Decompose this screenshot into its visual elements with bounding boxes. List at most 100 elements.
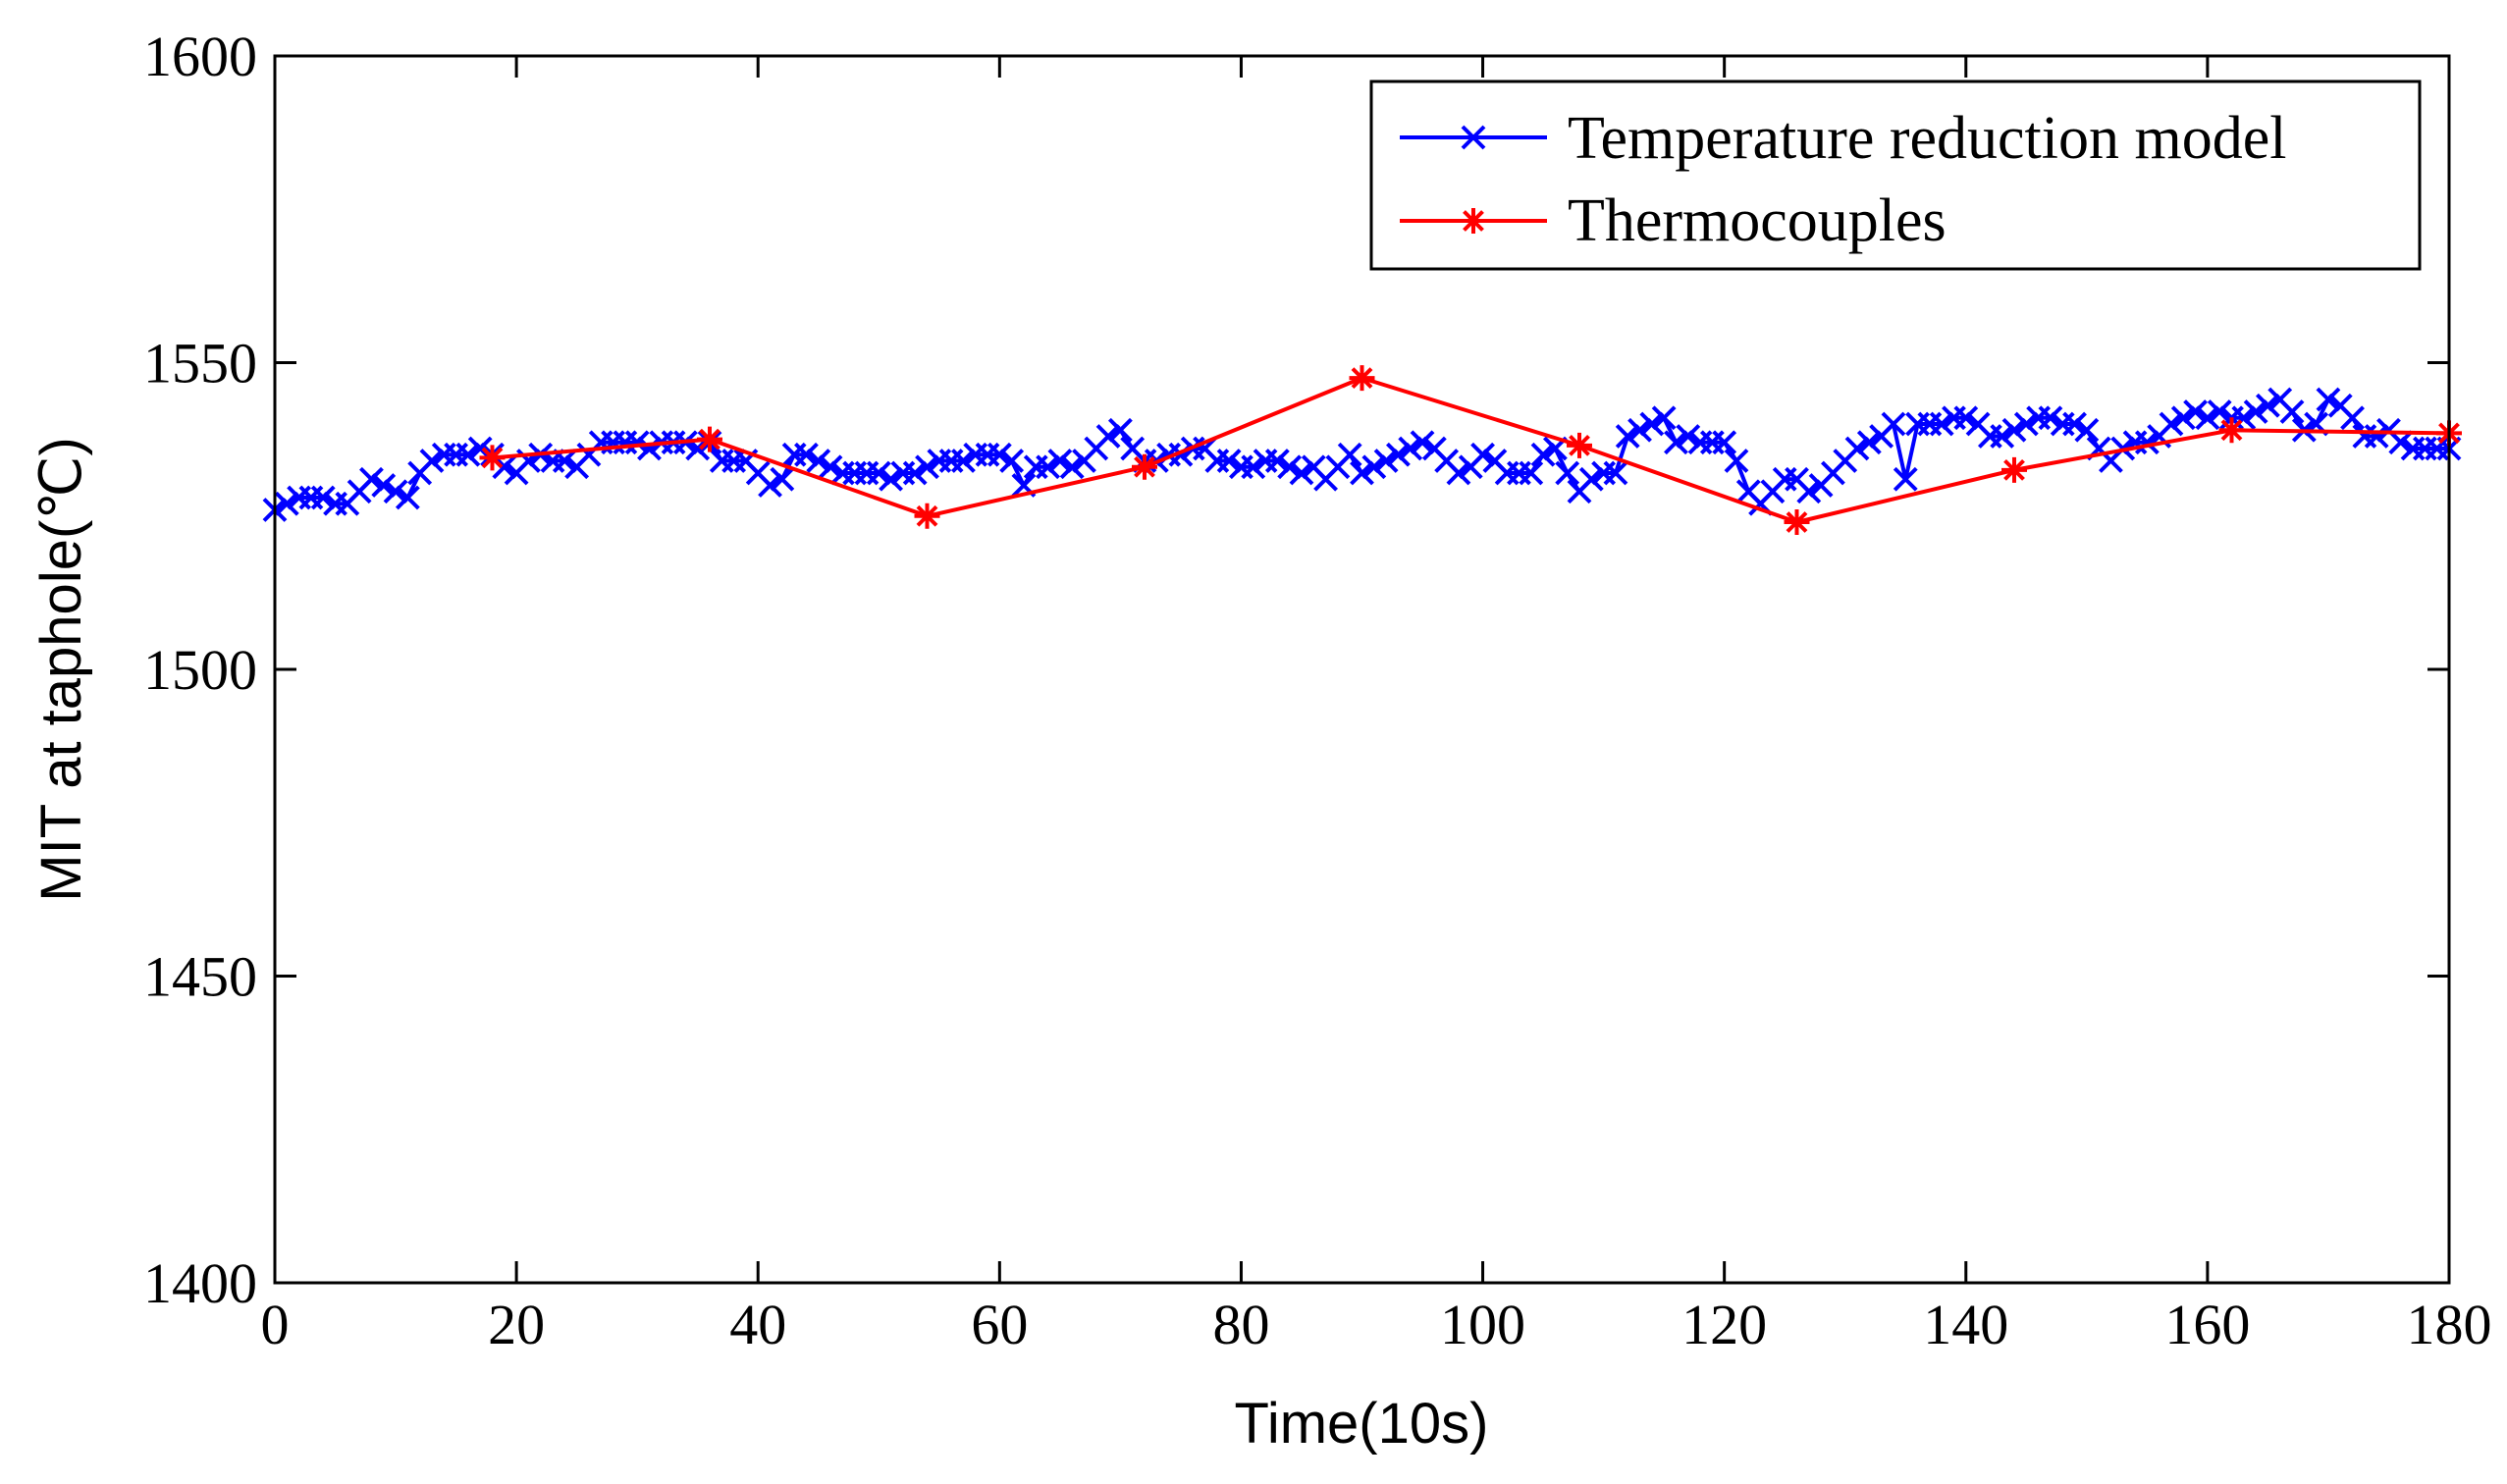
data-point-model (1337, 442, 1362, 467)
data-point-model (2159, 411, 2184, 437)
data-point-model (2340, 405, 2365, 431)
legend-label-model: Temperature reduction model (1568, 105, 2286, 172)
data-point-model (2316, 387, 2341, 412)
data-point-model (1555, 460, 1580, 486)
data-point-model (866, 460, 891, 486)
data-point-model (1603, 460, 1628, 486)
data-point-model (915, 454, 939, 480)
data-point-model (1578, 466, 1604, 492)
y-tick-label: 1500 (143, 638, 257, 702)
x-tick-label: 180 (2407, 1293, 2492, 1356)
x-tick-label: 160 (2164, 1293, 2250, 1356)
data-point-model (2170, 405, 2196, 431)
data-point-model (1953, 405, 1979, 431)
data-point-thermocouples (2001, 456, 2027, 483)
data-point-model (2195, 405, 2220, 431)
series-line-thermocouples (492, 376, 2450, 524)
data-point-model (371, 473, 397, 498)
series-layer (262, 365, 2462, 535)
x-tick-label: 20 (488, 1293, 545, 1356)
data-point-model (2134, 430, 2160, 455)
data-point-model (1615, 424, 1640, 449)
data-point-thermocouples (2218, 417, 2245, 444)
data-point-model (794, 442, 819, 467)
data-point-model (2183, 399, 2208, 424)
data-point-model (758, 473, 782, 498)
data-point-model (1929, 411, 1954, 437)
y-axis-title: MIT at taphole(℃) (29, 437, 93, 901)
data-point-model (2388, 430, 2414, 455)
data-point-model (624, 430, 650, 455)
data-point-model (1639, 411, 1665, 437)
x-tick-label: 0 (261, 1293, 290, 1356)
data-point-model (1519, 460, 1544, 486)
data-point-model (902, 460, 928, 486)
data-point-model (395, 485, 420, 510)
x-tick-label: 140 (1923, 1293, 2008, 1356)
data-point-model (1676, 424, 1701, 449)
data-point-model (818, 454, 843, 480)
data-point-model (2256, 393, 2280, 418)
data-point-model (1036, 454, 1060, 480)
y-tick-label: 1400 (143, 1251, 257, 1315)
data-point-model (1990, 424, 2015, 449)
data-point-thermocouples (479, 445, 506, 471)
data-point-model (1047, 449, 1073, 473)
y-tick-label: 1550 (143, 332, 257, 396)
data-point-model (951, 449, 976, 473)
data-point-model (2243, 399, 2268, 424)
data-point-model (999, 449, 1025, 473)
data-point-model (1627, 417, 1652, 443)
legend-star-marker (1461, 208, 1486, 234)
data-point-model (2364, 424, 2389, 449)
x-tick-labels: 0 20 40 60 80 100 120 140 160 180 (261, 1293, 2492, 1356)
data-point-model (2062, 411, 2087, 437)
legend-x-marker (1461, 125, 1486, 150)
data-point-model (1361, 454, 1387, 480)
x-tick-label: 80 (1212, 1293, 1269, 1356)
data-point-model (455, 442, 481, 467)
data-point-model (1095, 424, 1121, 449)
y-tick-label: 1450 (143, 945, 257, 1009)
data-point-model (1724, 449, 1749, 473)
x-tick-label: 120 (1681, 1293, 1767, 1356)
data-point-model (1470, 442, 1495, 467)
data-point-thermocouples (1349, 365, 1375, 392)
data-point-model (1651, 405, 1677, 431)
data-point-model (2207, 399, 2232, 424)
plot-frame (273, 54, 2451, 1285)
data-point-model (2279, 399, 2305, 424)
data-point-thermocouples (1132, 453, 1157, 480)
data-point-model (1530, 442, 1556, 467)
data-point-model (1386, 442, 1411, 467)
y-tick-labels: 1400 1450 1500 1550 1600 (143, 25, 257, 1315)
data-point-model (1264, 449, 1290, 473)
data-point-model (1796, 479, 1822, 504)
data-point-thermocouples (697, 426, 722, 452)
data-point-model (1216, 449, 1242, 473)
legend-marker-model (1461, 125, 1486, 150)
data-point-thermocouples (1567, 432, 1592, 458)
data-point-thermocouples (1784, 509, 1810, 535)
data-point-model (1844, 436, 1870, 461)
legend: Temperature reduction model Thermocouple… (1369, 80, 2422, 271)
data-point-model (2001, 417, 2027, 443)
data-point-model (383, 479, 408, 504)
data-point-model (1059, 454, 1085, 480)
data-point-model (492, 454, 517, 480)
data-point-model (1398, 436, 1423, 461)
legend-box (1369, 80, 2422, 271)
x-tick-label: 100 (1440, 1293, 1525, 1356)
x-axis-title: Time(10s) (1235, 1392, 1489, 1456)
data-point-model (987, 442, 1012, 467)
legend-label-thermocouples: Thermocouples (1568, 187, 1947, 254)
data-point-model (1350, 460, 1374, 486)
data-point-model (1664, 430, 1688, 455)
data-point-model (879, 466, 903, 492)
data-point-model (1289, 460, 1314, 486)
data-point-model (637, 436, 662, 461)
data-point-model (2074, 417, 2100, 443)
y-tick-label: 1600 (143, 25, 257, 88)
data-point-model (1241, 454, 1266, 480)
